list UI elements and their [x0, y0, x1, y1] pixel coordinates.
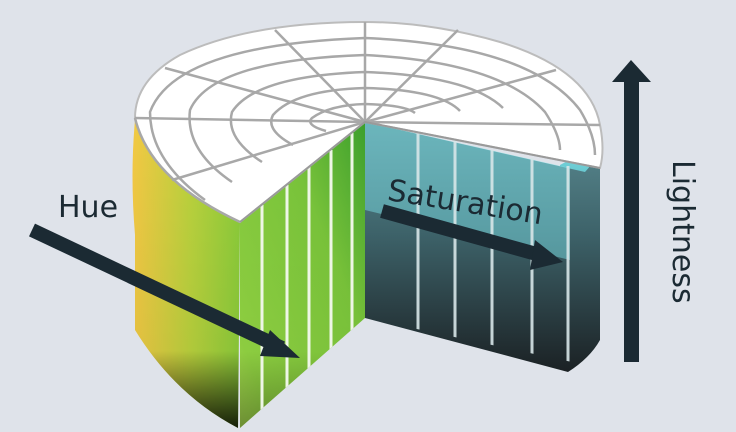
- saturation-arrow: [380, 204, 563, 270]
- lightness-label: Lightness: [665, 160, 700, 304]
- cut-face-saturation: [365, 122, 600, 372]
- outer-wall-hue: [132, 120, 240, 428]
- lightness-arrow: [612, 60, 651, 362]
- hue-label: Hue: [58, 190, 119, 225]
- top-face: [133, 20, 604, 224]
- hue-arrow: [29, 223, 300, 358]
